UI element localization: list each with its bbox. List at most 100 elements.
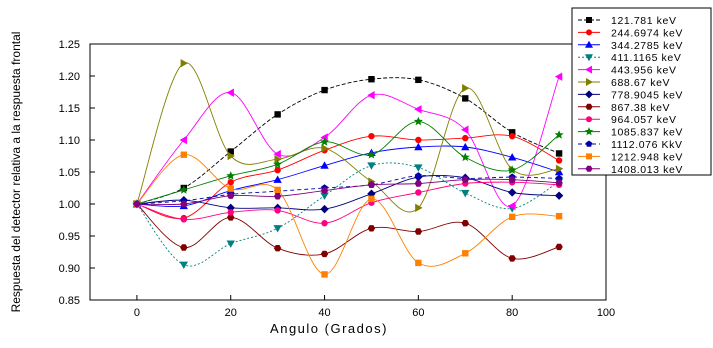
data-point [367, 225, 376, 232]
data-point [226, 88, 234, 97]
data-point [462, 250, 469, 257]
data-point [368, 195, 375, 203]
data-point [414, 142, 423, 151]
series-3 [132, 162, 564, 269]
legend-marker [585, 40, 593, 48]
data-point [555, 212, 563, 220]
legend-label: 1112.076 KkV [611, 139, 683, 151]
data-point [179, 185, 189, 194]
data-point [227, 192, 235, 199]
legend-label: 964.057 keV [611, 114, 677, 126]
data-point [460, 152, 470, 162]
data-point [462, 83, 470, 93]
data-point [507, 201, 516, 211]
x-tick-label: 60 [412, 307, 424, 319]
data-point [508, 129, 516, 136]
data-point [554, 72, 563, 81]
data-point [555, 157, 563, 164]
legend-label: 1085.837 keV [611, 127, 683, 139]
legend-label: 1408.013 keV [611, 164, 683, 176]
series-line [136, 77, 560, 205]
data-point [320, 133, 328, 142]
data-point [462, 95, 469, 102]
data-point [321, 271, 328, 278]
legend-label: 443.956 keV [611, 65, 677, 77]
data-point [274, 186, 281, 194]
data-point [462, 134, 469, 142]
data-point [414, 164, 423, 172]
data-point [180, 59, 189, 68]
y-tick-label: 1.20 [59, 71, 80, 83]
x-tick-label: 0 [134, 307, 140, 319]
data-point [415, 203, 423, 213]
data-point [415, 189, 422, 196]
x-axis-title: Angulo (Grados) [270, 321, 388, 336]
data-point [321, 220, 328, 227]
data-point [367, 181, 376, 188]
data-point [414, 180, 423, 187]
legend-marker [586, 153, 592, 160]
data-point [226, 171, 236, 180]
legend-label: 344.2785 keV [611, 40, 683, 52]
legend-marker [586, 29, 592, 36]
legend-marker [586, 17, 592, 23]
data-point [367, 162, 376, 170]
data-point [414, 228, 423, 235]
x-tick-label: 40 [318, 307, 330, 319]
data-point [273, 245, 282, 252]
data-point [273, 149, 281, 159]
data-point [274, 207, 281, 214]
legend-marker [585, 165, 593, 172]
data-point [227, 151, 235, 161]
data-point [274, 111, 281, 118]
series-line [136, 162, 560, 267]
data-point [180, 244, 188, 251]
x-tick-label: 80 [506, 307, 518, 319]
data-point [320, 187, 329, 194]
legend-label: 244.6974 keV [611, 27, 683, 39]
y-tick-label: 1.10 [59, 135, 80, 147]
data-point [414, 172, 422, 179]
data-point [321, 144, 329, 153]
data-point [414, 105, 422, 114]
data-point [180, 216, 188, 223]
legend-label: 121.781 keV [611, 15, 677, 27]
legend-marker [585, 90, 593, 99]
series-line [136, 120, 560, 205]
series-line [136, 175, 560, 205]
data-point [508, 255, 516, 262]
series-line [136, 203, 560, 260]
data-point [273, 175, 282, 183]
legend-label: 867.38 keV [611, 102, 670, 114]
data-point [507, 165, 517, 174]
data-point [179, 261, 189, 269]
data-point [461, 142, 470, 151]
data-point [180, 200, 188, 208]
legend-marker [586, 116, 592, 123]
data-point [554, 167, 564, 176]
legend-label: 411.1165 keV [611, 52, 681, 64]
axis-ticks: 0 20 40 60 80 100 0.85 0.90 0.95 1.00 1.05 1.10 1.15… [59, 39, 616, 319]
data-point [508, 213, 516, 220]
series-1 [133, 132, 563, 222]
data-point [368, 76, 375, 83]
data-point [555, 150, 563, 157]
data-point [461, 176, 469, 183]
data-point [180, 151, 188, 158]
series-line [136, 76, 560, 207]
series-line [136, 175, 560, 211]
y-tick-label: 1.15 [59, 103, 80, 115]
data-point [554, 191, 564, 200]
series-line [136, 145, 560, 208]
data-point [367, 150, 376, 159]
y-tick-label: 0.90 [59, 263, 80, 275]
y-tick-label: 0.85 [59, 295, 80, 307]
legend-label: 778.9045 keV [611, 89, 683, 101]
x-tick-label: 100 [597, 307, 615, 319]
data-point [320, 192, 329, 200]
data-point [273, 225, 282, 233]
series-group [132, 59, 564, 278]
